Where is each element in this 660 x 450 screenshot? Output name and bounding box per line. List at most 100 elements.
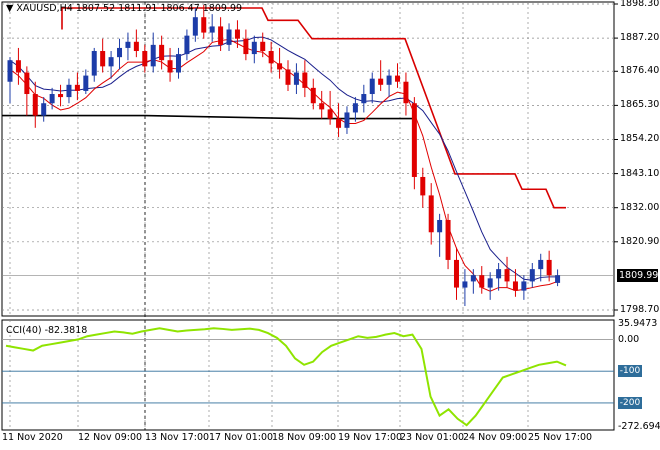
candle[interactable] bbox=[462, 269, 468, 307]
candle[interactable] bbox=[277, 47, 283, 79]
candle[interactable] bbox=[260, 32, 266, 58]
candle-body bbox=[100, 51, 106, 67]
candle[interactable] bbox=[437, 213, 443, 257]
channel-polyline bbox=[61, 7, 566, 209]
candle-body bbox=[496, 269, 502, 279]
candle[interactable] bbox=[285, 60, 291, 91]
candle[interactable] bbox=[336, 103, 342, 138]
candle-body bbox=[420, 176, 426, 196]
candle[interactable] bbox=[24, 66, 30, 116]
candle[interactable] bbox=[386, 69, 392, 98]
candle-body bbox=[403, 81, 409, 104]
candle[interactable] bbox=[361, 84, 367, 113]
candle[interactable] bbox=[175, 47, 181, 79]
candle[interactable] bbox=[83, 69, 89, 95]
candle-body bbox=[336, 118, 342, 128]
candle[interactable] bbox=[142, 44, 148, 73]
candle[interactable] bbox=[403, 72, 409, 116]
candle[interactable] bbox=[395, 63, 401, 88]
candle[interactable] bbox=[234, 20, 240, 48]
candle[interactable] bbox=[226, 23, 232, 52]
candle[interactable] bbox=[369, 72, 375, 104]
candle-body bbox=[49, 94, 55, 104]
candle[interactable] bbox=[49, 87, 55, 110]
symbol-header: ▼ XAUUSD,H4 1807.52 1811.91 1806.47 1809… bbox=[6, 3, 242, 14]
candle[interactable] bbox=[293, 63, 299, 95]
candle-body bbox=[453, 259, 459, 288]
candle-body bbox=[251, 41, 257, 55]
candle[interactable] bbox=[243, 29, 249, 61]
candle-body bbox=[175, 54, 181, 73]
cci-tick-label: 35.9473 bbox=[618, 318, 658, 329]
candle[interactable] bbox=[91, 47, 97, 82]
candle[interactable] bbox=[58, 84, 64, 107]
candle[interactable] bbox=[218, 17, 224, 52]
candle[interactable] bbox=[504, 256, 510, 288]
candle-body bbox=[395, 75, 401, 82]
candle[interactable] bbox=[445, 213, 451, 270]
candle[interactable] bbox=[201, 4, 207, 39]
candle-body bbox=[58, 94, 64, 98]
candle[interactable] bbox=[378, 60, 384, 91]
candle[interactable] bbox=[66, 78, 72, 104]
candle[interactable] bbox=[108, 51, 114, 79]
candle-body bbox=[209, 26, 215, 33]
candle[interactable] bbox=[310, 78, 316, 110]
candle[interactable] bbox=[167, 47, 173, 82]
candle[interactable] bbox=[411, 97, 417, 190]
candle[interactable] bbox=[512, 269, 518, 297]
candle-body bbox=[310, 87, 316, 104]
candles[interactable] bbox=[7, 4, 561, 307]
cci-plot-area[interactable] bbox=[1, 319, 615, 431]
candle[interactable] bbox=[470, 269, 476, 294]
candle[interactable] bbox=[74, 72, 80, 101]
symbol-label: XAUUSD,H4 bbox=[16, 3, 73, 14]
candle[interactable] bbox=[487, 272, 493, 300]
candle[interactable] bbox=[302, 60, 308, 98]
candle-body bbox=[260, 41, 266, 52]
candle-body bbox=[201, 17, 207, 33]
candle-body bbox=[386, 75, 392, 85]
candle[interactable] bbox=[100, 38, 106, 73]
candle-body bbox=[462, 281, 468, 288]
candle[interactable] bbox=[41, 97, 47, 122]
candle[interactable] bbox=[420, 167, 426, 208]
candle[interactable] bbox=[125, 32, 131, 61]
candle[interactable] bbox=[184, 29, 190, 61]
candle[interactable] bbox=[15, 47, 21, 85]
candle[interactable] bbox=[453, 247, 459, 300]
candle[interactable] bbox=[327, 90, 333, 125]
candle[interactable] bbox=[209, 14, 215, 42]
candle[interactable] bbox=[150, 32, 156, 73]
candle[interactable] bbox=[529, 262, 535, 288]
candle[interactable] bbox=[117, 38, 123, 70]
candle-body bbox=[411, 103, 417, 177]
candle[interactable] bbox=[251, 35, 257, 64]
candle[interactable] bbox=[319, 90, 325, 119]
price-tick-label: 1854.20 bbox=[620, 133, 660, 145]
candle[interactable] bbox=[159, 35, 165, 70]
candle[interactable] bbox=[268, 41, 274, 73]
candle-body bbox=[277, 63, 283, 70]
candle[interactable] bbox=[344, 106, 350, 134]
candle-body bbox=[32, 94, 38, 116]
candle[interactable] bbox=[7, 57, 13, 104]
candle[interactable] bbox=[479, 266, 485, 294]
candle[interactable] bbox=[555, 269, 561, 287]
price-tick-label: 1843.10 bbox=[620, 167, 660, 179]
candle[interactable] bbox=[428, 183, 434, 245]
candle[interactable] bbox=[32, 81, 38, 128]
cci-line bbox=[2, 327, 614, 427]
candle[interactable] bbox=[133, 29, 139, 58]
collapse-marker-icon[interactable]: ▼ bbox=[6, 3, 14, 14]
candle[interactable] bbox=[352, 97, 358, 122]
candle[interactable] bbox=[496, 262, 502, 291]
candle[interactable] bbox=[521, 275, 527, 300]
candle-body bbox=[108, 57, 114, 67]
candle-body bbox=[150, 44, 156, 67]
candle[interactable] bbox=[546, 250, 552, 282]
candle-body bbox=[268, 51, 274, 64]
candle[interactable] bbox=[538, 253, 544, 282]
candle[interactable] bbox=[192, 7, 198, 42]
